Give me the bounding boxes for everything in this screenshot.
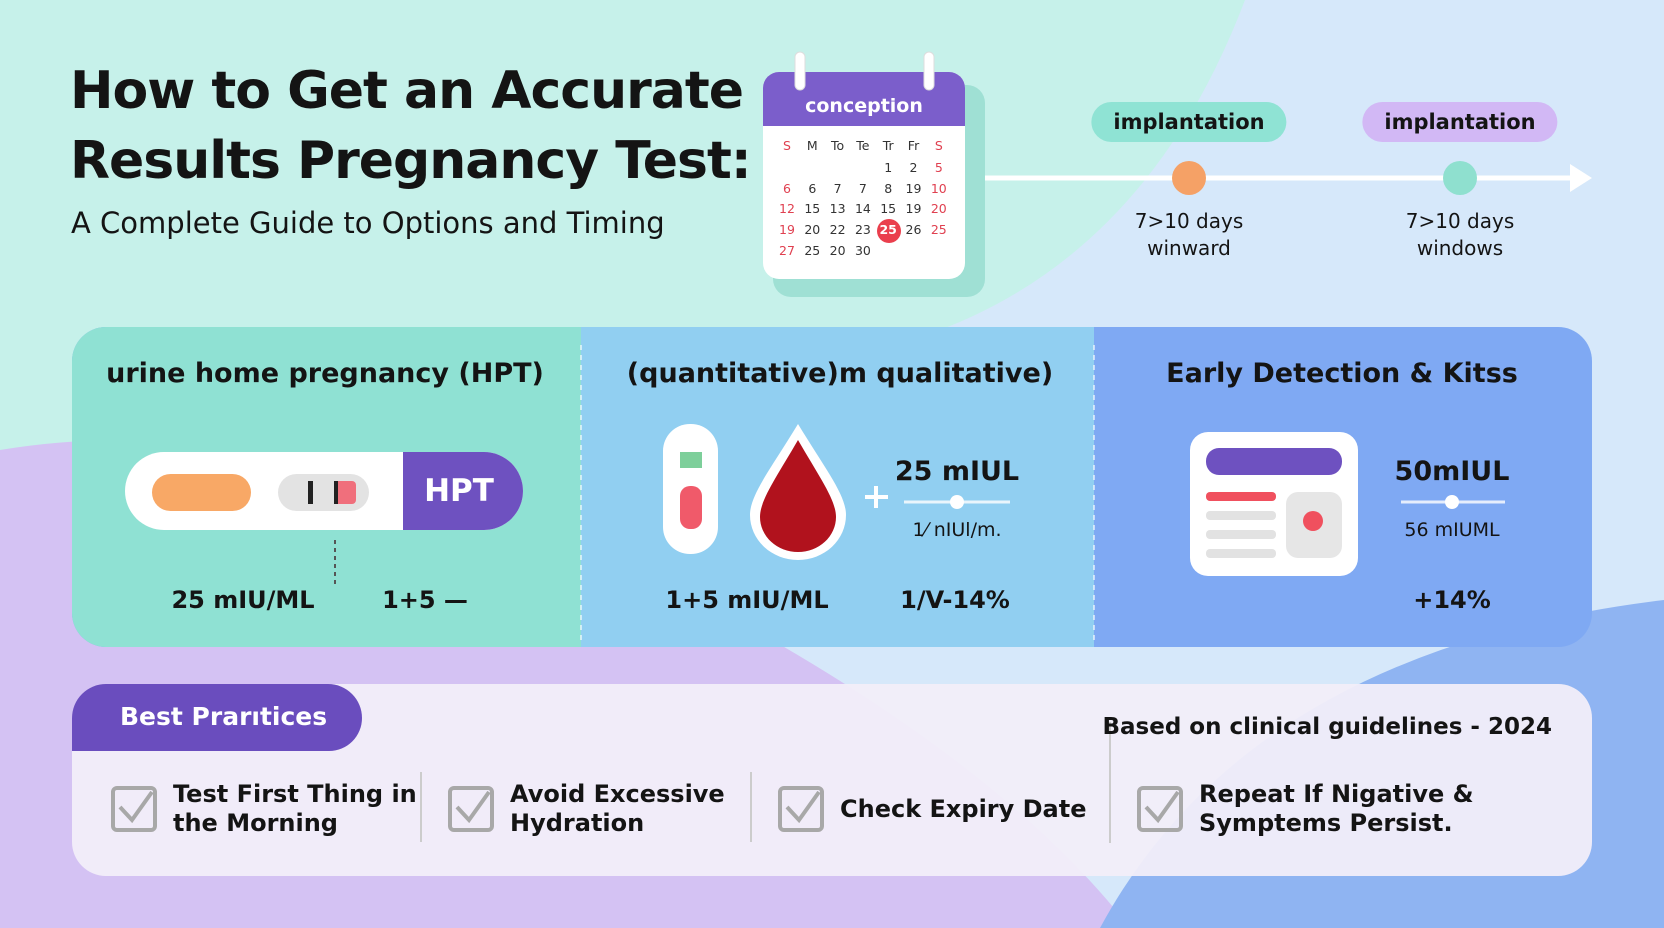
calendar-day: 30: [854, 242, 871, 258]
practice-item: Test First Thing in the Morning: [173, 780, 417, 838]
practice-item: Avoid Excessive Hydration: [510, 780, 725, 838]
panel-stat: 1/V-14%: [900, 586, 1010, 614]
practice-item-line: Repeat If Nigative &: [1199, 780, 1474, 808]
calendar-label: conception: [805, 95, 923, 117]
calendar-day: 25: [930, 222, 947, 238]
calendar-day: 23: [854, 222, 871, 238]
calendar-day: 10: [930, 180, 947, 196]
panel-sub-value: 1⁄ nIUl/m.: [912, 519, 1002, 541]
calendar-day: 26: [905, 222, 922, 238]
calendar-day: 19: [905, 201, 922, 217]
milestone-label: implantation: [1362, 102, 1558, 142]
practice-item-line: the Morning: [173, 809, 338, 837]
panel-title: urine home pregnancy (HPT): [106, 358, 544, 389]
panel-stat: +14%: [1413, 586, 1491, 614]
panel-title: (quantitative)m qualitative): [626, 358, 1054, 389]
practice-item-line: Hydration: [510, 809, 645, 837]
calendar-day: 20: [930, 201, 947, 217]
practice-item-line: Avoid Excessive: [510, 780, 725, 808]
panel-stat: 1+5 mIU/ML: [665, 586, 829, 614]
weekday: To: [831, 138, 845, 153]
best-practices-title: Best Prarıtices: [120, 702, 328, 731]
calendar-day: 13: [829, 201, 846, 217]
milestone-note: 7>10 days windows: [1406, 208, 1515, 262]
calendar-day: 25: [879, 222, 897, 238]
subtitle: A Complete Guide to Options and Timing: [71, 206, 665, 240]
panel-stat: 1+5 —: [382, 586, 468, 614]
calendar-day: 5: [934, 160, 943, 175]
note-line: 7>10 days: [1134, 209, 1244, 233]
panel-stat: 25 mIU/ML: [171, 586, 315, 614]
calendar-day: 15: [880, 201, 897, 217]
calendar-day: 27: [779, 242, 795, 258]
practice-item: Repeat If Nigative & Symptems Persist.: [1199, 780, 1474, 838]
weekday: Te: [856, 138, 870, 153]
title: How to Get an Accurate Results Pregnancy…: [70, 56, 752, 196]
panel-title: Early Detection & Kitss: [1166, 358, 1518, 389]
weekday: Tr: [882, 138, 894, 153]
panel-value: 50mIUL: [1394, 456, 1510, 487]
practice-item-line: Check Expiry Date: [840, 794, 1087, 823]
note-line: windows: [1416, 236, 1504, 260]
note-line: 7>10 days: [1405, 209, 1515, 233]
practice-item: Check Expiry Date: [840, 795, 1087, 824]
calendar-day: 6: [783, 180, 791, 196]
calendar-day: 20: [829, 242, 846, 258]
note-line: winward: [1147, 236, 1231, 260]
weekday: Fr: [907, 138, 920, 153]
weekday: S: [783, 138, 791, 153]
calendar-day: 20: [804, 222, 821, 238]
calendar-day: 12: [779, 201, 795, 217]
milestone-note: 7>10 days winward: [1135, 208, 1244, 262]
title-line: How to Get an Accurate: [70, 61, 744, 121]
calendar-day: 14: [854, 201, 871, 217]
calendar-day: 8: [884, 180, 893, 196]
panel-sub-value: 56 mIUML: [1404, 519, 1500, 541]
milestone-label: implantation: [1091, 102, 1287, 142]
calendar-day: 7: [833, 180, 842, 196]
panel-value: 25 mIUL: [894, 456, 1020, 487]
calendar-day: 2: [909, 160, 918, 175]
calendar-day: 25: [804, 242, 821, 258]
calendar-day: 6: [808, 180, 817, 196]
calendar-day: 19: [779, 222, 795, 238]
source-note: Based on clinical guidelines - 2024: [1102, 714, 1553, 740]
weekday: S: [934, 138, 943, 153]
calendar-day: 7: [858, 180, 867, 196]
calendar-day: 19: [905, 180, 922, 196]
practice-item-line: Symptems Persist.: [1199, 809, 1453, 837]
title-line: Results Pregnancy Test:: [70, 131, 752, 191]
calendar-day: 15: [804, 201, 821, 217]
calendar-day: 1: [884, 160, 893, 175]
calendar-day: 22: [829, 222, 846, 238]
weekday: M: [806, 138, 818, 153]
strip-label: HPT: [424, 473, 494, 509]
practice-item-line: Test First Thing in: [173, 780, 417, 808]
